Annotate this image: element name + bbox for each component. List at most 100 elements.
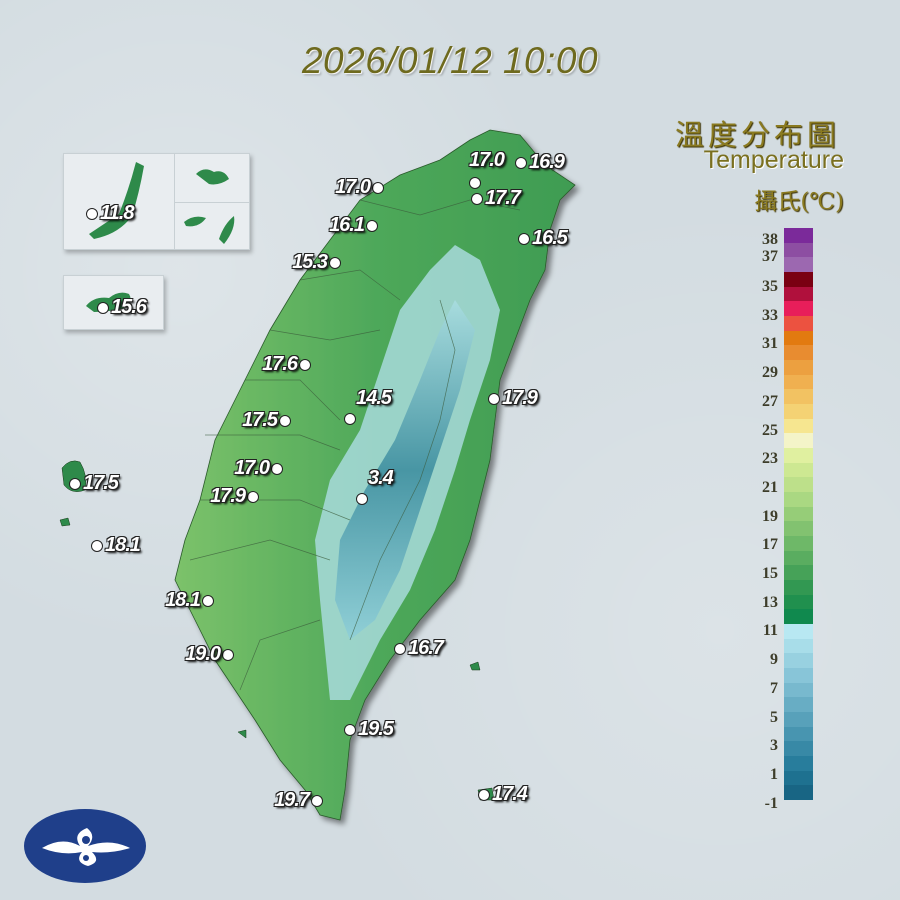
- station-dot: [344, 413, 356, 425]
- colorbar-segment: [784, 521, 813, 537]
- station-dot: [222, 649, 234, 661]
- colorbar-tick-label: 17: [762, 536, 778, 554]
- station-dot: [271, 463, 283, 475]
- colorbar-segment: [784, 242, 813, 258]
- colorbar-segment: [784, 477, 813, 493]
- colorbar-segment: [784, 536, 813, 552]
- station-temp: 19.5: [358, 718, 394, 740]
- station-temp: 11.8: [100, 202, 134, 224]
- colorbar-tick-label: 3: [770, 737, 778, 755]
- colorbar-segment: [784, 580, 813, 596]
- station-temp: 18.1: [165, 589, 201, 611]
- colorbar-segment: [784, 330, 813, 346]
- station-dot: [488, 393, 500, 405]
- colorbar-tick-label: 15: [762, 565, 778, 582]
- station-temp: 16.9: [529, 151, 565, 173]
- temperature-colorbar: [784, 228, 813, 801]
- colorbar-segment: [784, 228, 813, 244]
- map-timestamp: 2026/01/12 10:00: [301, 40, 599, 81]
- colorbar-segment: [784, 448, 813, 464]
- colorbar-tick-label: 21: [762, 478, 778, 496]
- colorbar-tick-label: 29: [762, 364, 778, 382]
- colorbar-segment: [784, 697, 813, 713]
- colorbar-segment: [784, 726, 813, 742]
- station-temp: 17.9: [210, 485, 246, 507]
- colorbar-tick-label: 1: [770, 765, 778, 783]
- colorbar-tick-label: 37: [762, 248, 778, 265]
- station-temp: 19.7: [274, 789, 310, 811]
- colorbar-tick-label: 5: [770, 708, 778, 726]
- colorbar-tick-label: 19: [762, 507, 778, 525]
- station-temp: 3.4: [368, 467, 394, 489]
- station-temp: 14.5: [356, 387, 392, 409]
- colorbar-segment: [784, 770, 813, 786]
- station-temp: 17.0: [335, 176, 371, 198]
- colorbar-tick-label: 25: [762, 421, 778, 439]
- station-temp: 17.6: [262, 353, 298, 375]
- legend-title-en: Temperature: [703, 146, 844, 174]
- colorbar-tick-label: 27: [762, 392, 778, 410]
- station-dot: [515, 157, 527, 169]
- station-temp: 17.5: [83, 472, 119, 494]
- station-temp: 19.0: [185, 643, 221, 665]
- station-dot: [69, 478, 81, 490]
- colorbar-segment: [784, 286, 813, 302]
- colorbar-tick-label: 35: [762, 278, 778, 295]
- colorbar-tick-label: 38: [762, 231, 778, 248]
- colorbar-segment: [784, 360, 813, 376]
- station-temp: 17.9: [502, 387, 538, 409]
- colorbar-segment: [784, 404, 813, 420]
- colorbar-tick-label: 9: [770, 651, 778, 669]
- station-temp: 17.4: [492, 783, 528, 805]
- legend-unit: 攝氏(℃): [754, 189, 844, 215]
- station-temp: 17.5: [242, 409, 278, 431]
- station-temp: 16.7: [408, 637, 444, 659]
- station-temp: 16.1: [329, 214, 365, 236]
- colorbar-segment: [784, 682, 813, 698]
- station-temp: 18.1: [105, 534, 141, 556]
- colorbar-segment: [784, 374, 813, 390]
- colorbar-segment: [784, 785, 813, 801]
- colorbar-segment: [784, 506, 813, 522]
- colorbar-segment: [784, 257, 813, 273]
- colorbar-segment: [784, 418, 813, 434]
- station-temp: 15.6: [111, 296, 147, 318]
- colorbar-segment: [784, 756, 813, 772]
- colorbar-segment: [784, 272, 813, 288]
- colorbar-tick-label: 11: [762, 622, 778, 640]
- colorbar-tick-label: -1: [764, 794, 778, 812]
- station-temp: 17.0: [469, 149, 505, 171]
- station-dot: [311, 795, 323, 807]
- station-dot: [299, 359, 311, 371]
- colorbar-segment: [784, 594, 813, 610]
- colorbar-segment: [784, 550, 813, 566]
- station-temp: 17.7: [485, 187, 521, 209]
- station-dot: [372, 182, 384, 194]
- station-dot: [247, 491, 259, 503]
- colorbar-tick-label: 7: [770, 679, 778, 697]
- legend-title-cn: 溫度分布圖: [674, 118, 840, 152]
- cwa-logo: [24, 809, 146, 883]
- colorbar-segment: [784, 565, 813, 581]
- station-temp: 15.3: [292, 251, 328, 273]
- colorbar-tick-label: 31: [762, 335, 778, 353]
- station-dot: [202, 595, 214, 607]
- colorbar-tick-label: 13: [762, 593, 778, 611]
- colorbar-segment: [784, 389, 813, 405]
- station-dot: [356, 493, 368, 505]
- colorbar-segment: [784, 492, 813, 508]
- station-dot: [344, 724, 356, 736]
- station-dot: [91, 540, 103, 552]
- station-dot: [394, 643, 406, 655]
- station-dot: [86, 208, 98, 220]
- station-temp: 17.0: [234, 457, 270, 479]
- station-dot: [329, 257, 341, 269]
- colorbar-segment: [784, 316, 813, 332]
- colorbar-segment: [784, 462, 813, 478]
- colorbar-segment: [784, 638, 813, 654]
- station-temp: 16.5: [532, 227, 568, 249]
- colorbar-segment: [784, 624, 813, 640]
- station-dot: [478, 789, 490, 801]
- station-dot: [366, 220, 378, 232]
